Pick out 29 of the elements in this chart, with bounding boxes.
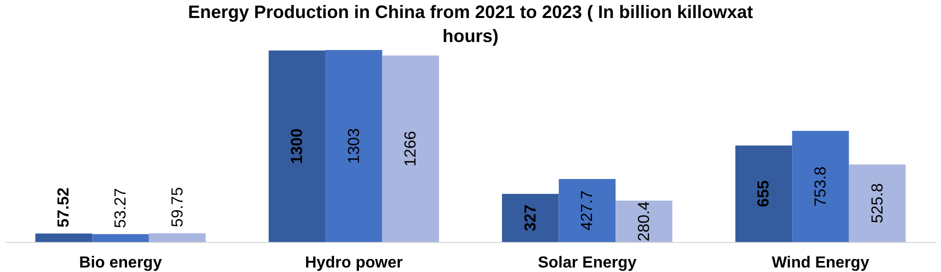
x-tick-label: Bio energy — [79, 254, 162, 272]
data-label: 753.8 — [812, 166, 830, 206]
data-label: 1300 — [289, 128, 306, 164]
data-label: 280.4 — [636, 201, 653, 242]
bar — [735, 145, 792, 242]
data-label: 655 — [756, 180, 773, 208]
data-label: 327 — [522, 204, 540, 232]
data-label: 427.7 — [579, 190, 596, 231]
bar — [382, 55, 439, 242]
bar — [325, 50, 382, 242]
bar — [148, 233, 206, 242]
bar — [502, 194, 559, 242]
bar — [848, 164, 906, 242]
x-tick-label: Hydro power — [304, 254, 403, 272]
x-tick-label: Solar Energy — [538, 254, 637, 272]
bar — [35, 234, 92, 242]
x-tick-label: Wind Energy — [772, 254, 870, 272]
data-label: 525.8 — [869, 183, 886, 224]
bar — [268, 50, 326, 242]
bar — [92, 234, 149, 242]
bar — [792, 130, 849, 242]
data-label: 57.52 — [56, 187, 73, 228]
bar — [616, 200, 672, 242]
data-label: 1266 — [402, 130, 420, 167]
data-label: 59.75 — [169, 187, 186, 228]
data-label: 1303 — [346, 128, 363, 164]
data-label: 53.27 — [112, 188, 130, 228]
chart-title: Energy Production in China from 2021 to 2023 ( In billion killowxat hours) — [188, 2, 754, 46]
bar — [558, 178, 616, 242]
